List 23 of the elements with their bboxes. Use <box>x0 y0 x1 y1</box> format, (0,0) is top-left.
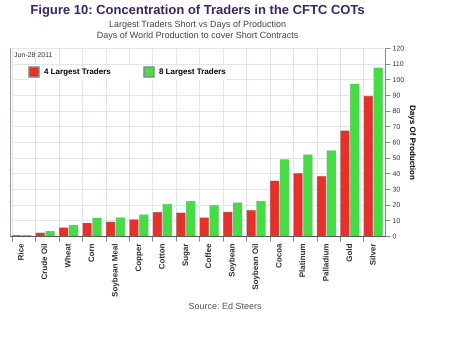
x-tick-label: Copper <box>134 244 143 272</box>
chart-title: Figure 10: Concentration of Traders in the CFTC COTs <box>30 2 365 17</box>
x-tick-label: Soybean Meal <box>110 244 120 297</box>
x-tick-label: Platinum <box>298 244 307 278</box>
x-tick-label: Crude Oil <box>40 244 50 280</box>
y-axis-title: Days Of Production <box>408 105 418 180</box>
x-tick-label: Rice <box>16 242 26 260</box>
text: Days of World Production to cover Short Contracts <box>96 30 299 40</box>
x-tick-label: Sugar <box>180 244 190 266</box>
x-tick-label: Wheat <box>64 243 73 268</box>
x-tick-label: Soybean <box>228 243 237 277</box>
x-tick-label: Cocoa <box>274 242 284 268</box>
x-tick-label: Coffee <box>204 242 214 268</box>
x-tick-label: Palladium <box>321 244 330 282</box>
chart-subtitle: Largest Traders Short vs Days of Production <box>108 19 286 29</box>
legend-label: 8 Largest Traders <box>159 67 226 76</box>
x-tick-label: Soybean Oil <box>251 244 260 290</box>
x-tick-label: Corn <box>87 243 96 262</box>
source-note: Source: Ed Steers <box>187 301 263 311</box>
x-tick-label: Gold <box>344 243 354 262</box>
legend-label: 4 Largest Traders <box>44 67 112 76</box>
x-tick-label: Cotton <box>157 243 166 270</box>
x-tick-label: Silver <box>368 244 378 266</box>
